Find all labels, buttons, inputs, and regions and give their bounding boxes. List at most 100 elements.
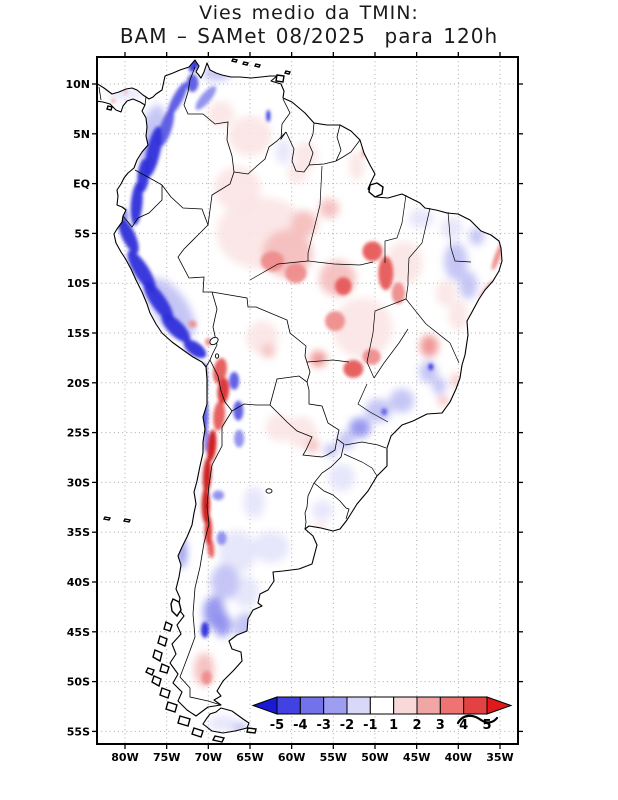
country-border bbox=[308, 122, 315, 166]
island bbox=[159, 687, 171, 699]
bias-blob bbox=[266, 109, 271, 122]
island bbox=[159, 663, 170, 674]
country-border bbox=[134, 169, 163, 186]
country-border bbox=[308, 160, 337, 166]
country-border bbox=[161, 184, 209, 226]
country-border bbox=[122, 185, 163, 228]
bias-blob bbox=[201, 670, 212, 685]
state-border bbox=[366, 332, 375, 379]
bias-blob bbox=[309, 350, 327, 367]
bias-blob bbox=[432, 376, 446, 395]
bias-blob bbox=[186, 462, 197, 523]
colorbar-segment bbox=[323, 696, 348, 715]
colorbar-segment bbox=[439, 696, 465, 715]
lon-tick-label: 65W bbox=[236, 751, 263, 764]
island bbox=[283, 70, 292, 75]
colorbar-label: 3 bbox=[436, 718, 445, 733]
coastline-south-america bbox=[98, 59, 503, 717]
bias-blob bbox=[324, 311, 345, 332]
bias-blob bbox=[408, 208, 434, 229]
lake bbox=[214, 353, 220, 359]
colorbar-segment bbox=[393, 696, 418, 715]
bias-blob bbox=[448, 300, 469, 331]
lon-tick-label: 60W bbox=[278, 751, 305, 764]
lon-tick-label: 75W bbox=[153, 751, 180, 764]
country-border bbox=[179, 410, 233, 706]
state-border bbox=[425, 323, 460, 364]
state-border bbox=[373, 328, 409, 379]
colorbar-segment bbox=[346, 696, 371, 715]
map-title-line2: BAM – SAMet 08/2025 para 120h bbox=[119, 24, 499, 48]
country-border bbox=[209, 359, 233, 412]
lon-tick-label: 55W bbox=[320, 751, 347, 764]
bias-blob bbox=[260, 251, 285, 272]
country-border bbox=[304, 482, 315, 530]
bias-blob bbox=[469, 227, 485, 246]
bias-blob bbox=[207, 100, 235, 127]
bias-blob bbox=[381, 408, 388, 416]
map-title-line1: Vies medio da TMIN: bbox=[199, 2, 419, 24]
bias-blob bbox=[195, 86, 217, 110]
state-border bbox=[447, 211, 472, 263]
bias-blob bbox=[161, 313, 191, 343]
bias-blob bbox=[183, 339, 207, 359]
bias-blob bbox=[319, 198, 340, 219]
bias-blob bbox=[459, 271, 478, 300]
country-border bbox=[183, 66, 235, 173]
bias-blob bbox=[284, 263, 307, 284]
bias-blob bbox=[232, 576, 260, 608]
bias-blob bbox=[167, 82, 188, 116]
bias-blob bbox=[419, 334, 439, 357]
island bbox=[230, 58, 239, 63]
bias-blob bbox=[275, 138, 291, 165]
country-border bbox=[335, 124, 342, 162]
country-border bbox=[306, 381, 340, 440]
island bbox=[253, 63, 262, 68]
island bbox=[211, 735, 226, 743]
colorbar-label: 5 bbox=[482, 718, 491, 733]
lat-tick-label: 55S bbox=[67, 725, 90, 738]
bias-blob bbox=[206, 429, 217, 462]
bias-field bbox=[105, 60, 502, 733]
lat-tick-label: 10N bbox=[65, 78, 90, 91]
country-border bbox=[269, 404, 338, 458]
lat-tick-label: 35S bbox=[67, 526, 90, 539]
axis-ticks: 80W 75W 70W 65W 60W 55W 50W 45W 40W 35W 10N 5N EQ 5S 1… bbox=[65, 52, 523, 764]
bias-blob bbox=[385, 241, 423, 286]
bias-blob bbox=[204, 337, 212, 346]
bias-blob bbox=[332, 298, 393, 358]
island bbox=[170, 598, 182, 618]
lat-tick-label: 15S bbox=[67, 327, 90, 340]
bias-blob bbox=[362, 241, 383, 262]
bias-blob bbox=[228, 115, 272, 156]
map-frame bbox=[96, 56, 519, 745]
country-border bbox=[144, 96, 147, 106]
lat-tick-label: EQ bbox=[73, 178, 90, 191]
bias-blob bbox=[143, 281, 174, 322]
bias-blob bbox=[130, 181, 143, 226]
state-border bbox=[384, 194, 407, 263]
island bbox=[145, 667, 155, 676]
country-border bbox=[285, 131, 310, 173]
bias-blob bbox=[349, 417, 371, 438]
bias-blob bbox=[324, 443, 338, 458]
bias-blob bbox=[428, 363, 434, 371]
lat-tick-label: 45S bbox=[67, 626, 90, 639]
lat-tick-label: 50S bbox=[67, 676, 90, 689]
colorbar-label: 2 bbox=[412, 718, 421, 733]
bias-blob bbox=[287, 163, 308, 184]
colorbar-label: -5 bbox=[270, 718, 284, 733]
bias-blob bbox=[233, 400, 244, 421]
state-border bbox=[343, 453, 378, 477]
bias-blob bbox=[124, 90, 128, 94]
island bbox=[177, 715, 191, 727]
bias-blob bbox=[311, 500, 334, 521]
bias-blob bbox=[212, 490, 225, 501]
lon-tick-label: 80W bbox=[111, 751, 138, 764]
bias-blob bbox=[391, 282, 405, 305]
bias-blob bbox=[144, 126, 162, 178]
bias-blob bbox=[437, 395, 450, 406]
bias-blob bbox=[210, 564, 240, 600]
